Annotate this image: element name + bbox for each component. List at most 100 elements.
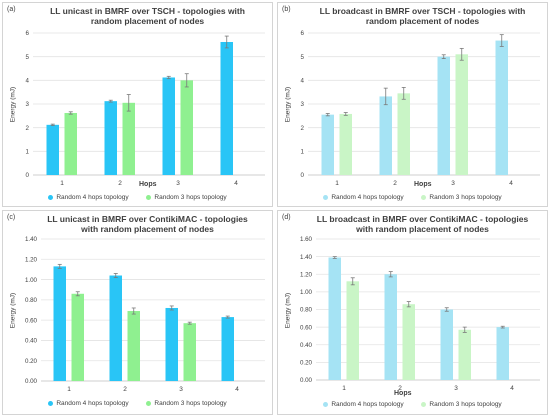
- chart-title-line: with random placement of nodes: [81, 224, 214, 234]
- bar: [440, 309, 453, 380]
- y-tick-label: 2: [26, 125, 30, 132]
- chart-title-line: LL broadcast in BMRF over TSCH - topolog…: [319, 6, 526, 16]
- x-tick-label: 4: [235, 386, 239, 393]
- bar: [321, 114, 334, 175]
- legend-label: Random 4 hops topology: [331, 194, 404, 201]
- legend: Random 4 hops topology Random 3 hops top…: [278, 194, 547, 201]
- chart-title: LL unicast in BMRF over ContikiMAC - top…: [29, 214, 266, 234]
- y-tick-label: 5: [301, 54, 305, 61]
- bar: [495, 40, 508, 175]
- legend-item: Random 4 hops topology: [323, 194, 404, 201]
- x-tick-label: 3: [176, 180, 180, 187]
- x-tick-label: 2: [398, 385, 402, 392]
- y-tick-label: 6: [301, 30, 305, 37]
- legend-item: Random 3 hops topology: [146, 400, 227, 407]
- legend-swatch-icon: [48, 400, 54, 406]
- x-axis-label: Hops: [394, 390, 412, 397]
- bar: [53, 266, 66, 381]
- panel-label: (a): [7, 6, 16, 13]
- legend-item: Random 4 hops topology: [323, 401, 404, 408]
- chart-title-line: LL broadcast in BMRF over ContikiMAC - t…: [316, 214, 529, 224]
- bar: [104, 101, 117, 175]
- y-tick-label: 0.20: [300, 360, 313, 367]
- y-tick-label: 1: [301, 149, 305, 156]
- y-tick-label: 0.00: [300, 377, 313, 384]
- bar: [46, 124, 59, 175]
- bar: [220, 41, 233, 175]
- y-tick-label: 1.00: [25, 277, 38, 284]
- y-tick-label: 1.20: [300, 271, 313, 278]
- x-tick-label: 2: [118, 180, 122, 187]
- y-axis-label: Energy (mJ): [284, 292, 292, 329]
- y-tick-label: 1.40: [300, 254, 313, 261]
- y-tick-label: 4: [26, 78, 30, 85]
- y-axis-label: Energy (mJ): [9, 86, 17, 123]
- y-tick-label: 0.80: [25, 297, 38, 304]
- y-tick-label: 0.20: [25, 358, 38, 365]
- bar: [71, 293, 84, 381]
- legend: Random 4 hops topology Random 3 hops top…: [3, 400, 272, 407]
- legend-swatch-icon: [323, 401, 329, 407]
- chart-panel-d: 0.00 0.20 0.40 0.60 0.80 1.00 1.20 1.40 1.60 1 2 3 4…: [277, 210, 548, 415]
- y-axis-label: Energy (mJ): [9, 292, 17, 329]
- chart-title: LL broadcast in BMRF over TSCH - topolog…: [304, 6, 541, 26]
- bar: [379, 96, 392, 175]
- legend-label: Random 4 hops topology: [331, 401, 404, 408]
- y-tick-label: 0.00: [25, 378, 38, 385]
- y-tick-label: 0.60: [300, 324, 313, 331]
- bar: [339, 113, 352, 175]
- bar: [180, 80, 193, 175]
- legend-item: Random 3 hops topology: [421, 401, 502, 408]
- legend-swatch-icon: [48, 194, 54, 200]
- y-tick-label: 1.40: [25, 236, 38, 243]
- chart-svg: 0 1 2 3 4 5 6 1 2 3 4: [26, 30, 265, 187]
- y-tick-label: 0: [301, 172, 305, 179]
- y-tick-label: 0.60: [25, 317, 38, 324]
- x-tick-label: 1: [342, 385, 346, 392]
- y-tick-label: 1.60: [300, 236, 313, 243]
- x-axis-label: Hops: [139, 181, 157, 188]
- legend-label: Random 4 hops topology: [56, 194, 129, 201]
- x-tick-label: 1: [335, 180, 339, 187]
- chart-panel-c: 0.00 0.20 0.40 0.60 0.80 1.00 1.20 1.40 1 2 3 4 (c)…: [2, 210, 273, 415]
- chart-title-line: random placement of nodes: [90, 16, 205, 26]
- y-tick-label: 3: [26, 101, 30, 108]
- x-tick-label: 1: [67, 386, 71, 393]
- chart-svg: 0.00 0.20 0.40 0.60 0.80 1.00 1.20 1.40 1 2 3 4: [25, 236, 265, 393]
- chart-title-line: random placement of nodes: [365, 16, 480, 26]
- legend-swatch-icon: [421, 401, 427, 407]
- bar: [346, 281, 359, 380]
- legend-swatch-icon: [421, 194, 427, 200]
- panel-label: (d): [282, 214, 291, 221]
- bar: [122, 102, 135, 175]
- y-tick-label: 6: [26, 30, 30, 37]
- y-tick-label: 0: [26, 172, 30, 179]
- chart-title: LL broadcast in BMRF over ContikiMAC - t…: [304, 214, 541, 234]
- y-tick-label: 1: [26, 149, 30, 156]
- legend-label: Random 3 hops topology: [429, 401, 502, 408]
- bar: [162, 77, 175, 175]
- legend-label: Random 3 hops topology: [154, 400, 227, 407]
- y-tick-label: 1.00: [300, 289, 313, 296]
- legend-label: Random 3 hops topology: [154, 194, 227, 201]
- x-axis-label: Hops: [414, 181, 432, 188]
- legend-item: Random 3 hops topology: [421, 194, 502, 201]
- legend-label: Random 4 hops topology: [56, 400, 129, 407]
- legend-swatch-icon: [146, 194, 152, 200]
- y-tick-label: 0.80: [300, 307, 313, 314]
- chart-title-line: with random placement of nodes: [356, 224, 489, 234]
- y-tick-label: 0.40: [25, 338, 38, 345]
- x-tick-label: 4: [234, 180, 238, 187]
- panel-label: (b): [282, 6, 291, 13]
- bar: [496, 327, 509, 380]
- x-tick-label: 1: [60, 180, 64, 187]
- bar: [64, 112, 77, 175]
- bar: [458, 329, 471, 380]
- legend: Random 4 hops topology Random 3 hops top…: [278, 401, 547, 408]
- legend: Random 4 hops topology Random 3 hops top…: [3, 194, 272, 201]
- x-tick-label: 2: [393, 180, 397, 187]
- x-tick-label: 3: [451, 180, 455, 187]
- bar: [221, 317, 234, 381]
- x-tick-label: 4: [510, 385, 514, 392]
- legend-swatch-icon: [146, 400, 152, 406]
